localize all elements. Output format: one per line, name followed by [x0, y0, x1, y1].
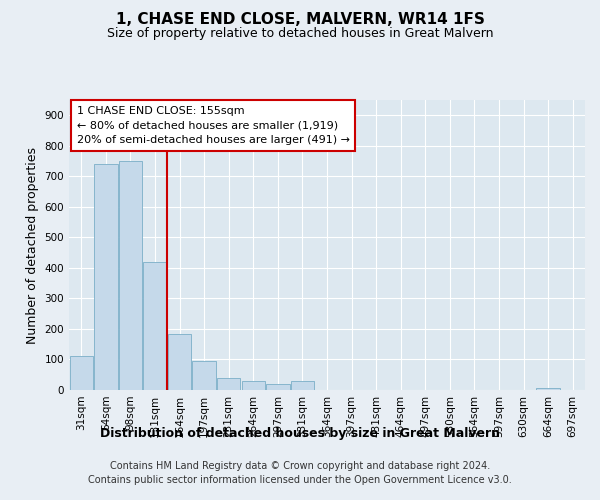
Text: Size of property relative to detached houses in Great Malvern: Size of property relative to detached ho… [107, 28, 493, 40]
Bar [119, 161, 142, 390]
Y-axis label: Number of detached properties: Number of detached properties [26, 146, 39, 344]
Bar [94, 164, 118, 390]
Text: Distribution of detached houses by size in Great Malvern: Distribution of detached houses by size … [100, 428, 500, 440]
Bar [242, 381, 265, 390]
Bar [168, 334, 191, 390]
Text: 1 CHASE END CLOSE: 155sqm
← 80% of detached houses are smaller (1,919)
20% of se: 1 CHASE END CLOSE: 155sqm ← 80% of detac… [77, 106, 350, 146]
Bar [143, 262, 167, 390]
Bar [193, 361, 216, 390]
Bar [266, 384, 290, 390]
Bar [70, 356, 93, 390]
Text: 1, CHASE END CLOSE, MALVERN, WR14 1FS: 1, CHASE END CLOSE, MALVERN, WR14 1FS [116, 12, 484, 28]
Bar [536, 388, 560, 390]
Bar [217, 378, 241, 390]
Bar [291, 381, 314, 390]
Text: Contains HM Land Registry data © Crown copyright and database right 2024.
Contai: Contains HM Land Registry data © Crown c… [88, 461, 512, 485]
